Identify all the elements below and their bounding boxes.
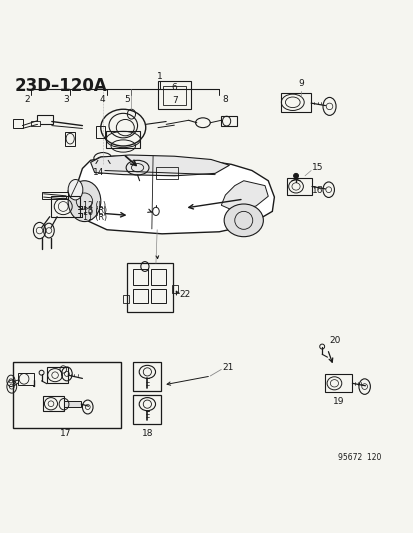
Text: 2: 2 (24, 95, 30, 104)
Bar (51, 196, 80, 217)
Polygon shape (68, 156, 274, 234)
Bar (47, 367, 68, 383)
Bar (172, 285, 177, 293)
Text: 23D–120A: 23D–120A (15, 77, 107, 94)
Bar (65, 132, 75, 146)
Bar (43, 396, 64, 411)
Bar (133, 362, 161, 391)
Text: 1: 1 (157, 71, 162, 80)
Bar (38, 115, 53, 124)
Bar (18, 373, 34, 385)
Bar (162, 86, 185, 105)
Bar (127, 263, 173, 312)
Polygon shape (221, 181, 268, 210)
Text: 18: 18 (142, 429, 154, 438)
Bar (286, 178, 311, 195)
Bar (156, 167, 178, 179)
Bar (133, 395, 161, 424)
Text: 5: 5 (124, 95, 130, 104)
Ellipse shape (68, 181, 100, 222)
Text: 21: 21 (222, 364, 233, 372)
Text: 12 (L): 12 (L) (83, 201, 106, 209)
Bar (105, 131, 140, 148)
Text: 17: 17 (60, 429, 72, 438)
Bar (324, 374, 351, 392)
Text: 8: 8 (222, 95, 228, 104)
Bar (150, 289, 166, 303)
Text: 7: 7 (171, 96, 177, 105)
Text: 20: 20 (329, 336, 340, 345)
Ellipse shape (68, 180, 83, 200)
Bar (96, 126, 104, 138)
Bar (221, 116, 236, 126)
Text: 6: 6 (171, 83, 177, 92)
Circle shape (293, 173, 298, 178)
Text: 11 (R): 11 (R) (83, 213, 107, 222)
Text: 4: 4 (100, 95, 105, 104)
Ellipse shape (223, 204, 263, 237)
Text: 13 (R): 13 (R) (83, 206, 107, 215)
Bar (13, 119, 23, 128)
Polygon shape (90, 155, 229, 176)
Bar (31, 121, 40, 126)
Bar (132, 269, 148, 285)
Text: 95672  120: 95672 120 (337, 453, 380, 462)
Text: 14: 14 (93, 168, 104, 177)
Text: 22: 22 (179, 290, 190, 299)
Text: 10 (L): 10 (L) (83, 208, 106, 217)
Bar (280, 93, 311, 112)
Bar (123, 295, 128, 303)
Text: 9: 9 (297, 78, 303, 87)
Text: 16: 16 (312, 186, 323, 195)
Text: 3: 3 (63, 95, 69, 104)
Bar (64, 401, 81, 407)
Bar (13, 362, 121, 428)
Bar (132, 289, 148, 303)
Bar (158, 82, 190, 109)
Bar (41, 192, 68, 199)
Text: 15: 15 (312, 163, 323, 172)
Bar (150, 269, 166, 285)
Text: 19: 19 (332, 397, 344, 406)
